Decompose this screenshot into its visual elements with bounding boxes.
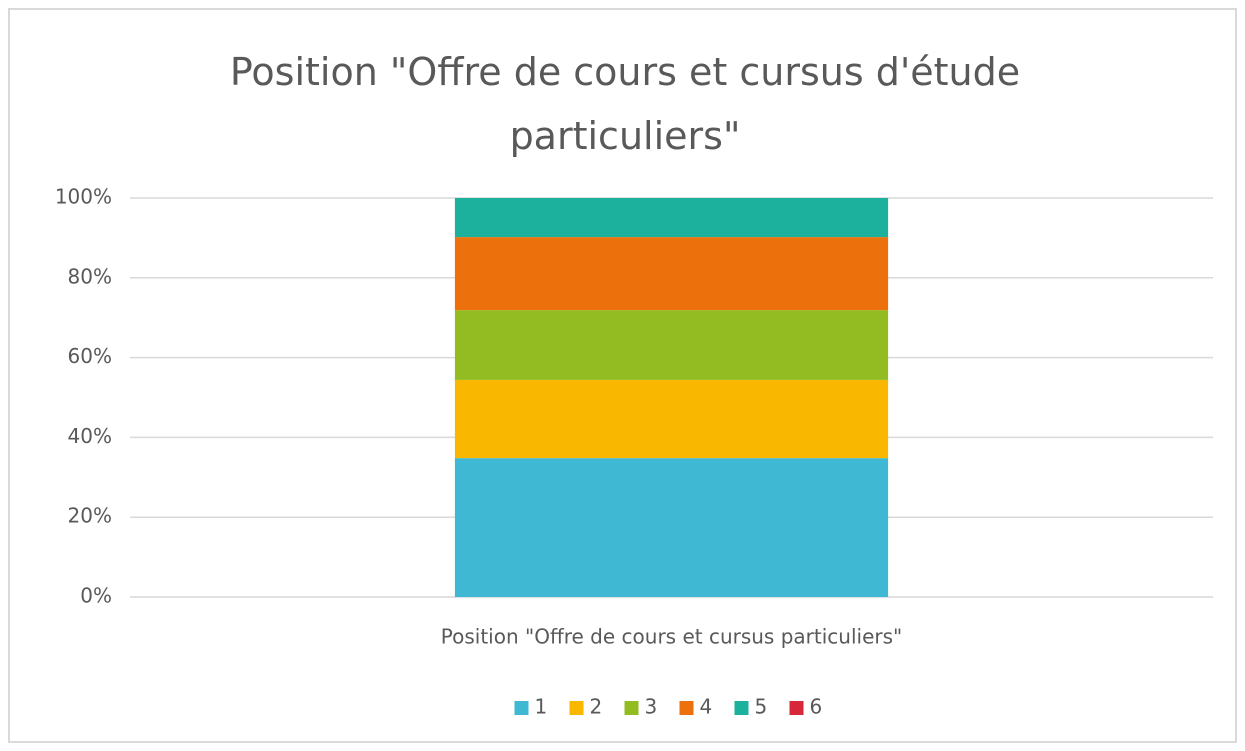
y-tick-label: 80% xyxy=(68,264,112,288)
y-tick-label: 60% xyxy=(68,344,112,368)
legend-label: 2 xyxy=(590,695,603,719)
legend-label: 6 xyxy=(810,695,823,719)
legend-swatch xyxy=(569,701,584,715)
y-tick-label: 0% xyxy=(80,584,112,608)
legend-swatch xyxy=(679,701,694,715)
y-tick-label: 40% xyxy=(68,424,112,448)
legend-swatch xyxy=(624,701,639,715)
chart-title: Position "Offre de cours et cursus d'étu… xyxy=(229,50,1021,158)
y-tick-label: 20% xyxy=(68,504,112,528)
bar-segment xyxy=(454,379,889,459)
legend-swatch xyxy=(734,701,749,715)
bar-segment xyxy=(454,237,889,311)
legend-swatch xyxy=(789,701,804,715)
legend-swatch xyxy=(514,701,529,715)
bar-segment xyxy=(454,198,889,238)
bar-segment xyxy=(454,310,889,380)
legend-label: 5 xyxy=(755,695,768,719)
x-tick-label: Position "Offre de cours et cursus parti… xyxy=(441,625,902,649)
y-tick-label: 100% xyxy=(55,185,112,209)
legend-label: 3 xyxy=(645,695,658,719)
legend-label: 4 xyxy=(700,695,713,719)
legend-label: 1 xyxy=(535,695,548,719)
bar-segment xyxy=(454,458,889,597)
